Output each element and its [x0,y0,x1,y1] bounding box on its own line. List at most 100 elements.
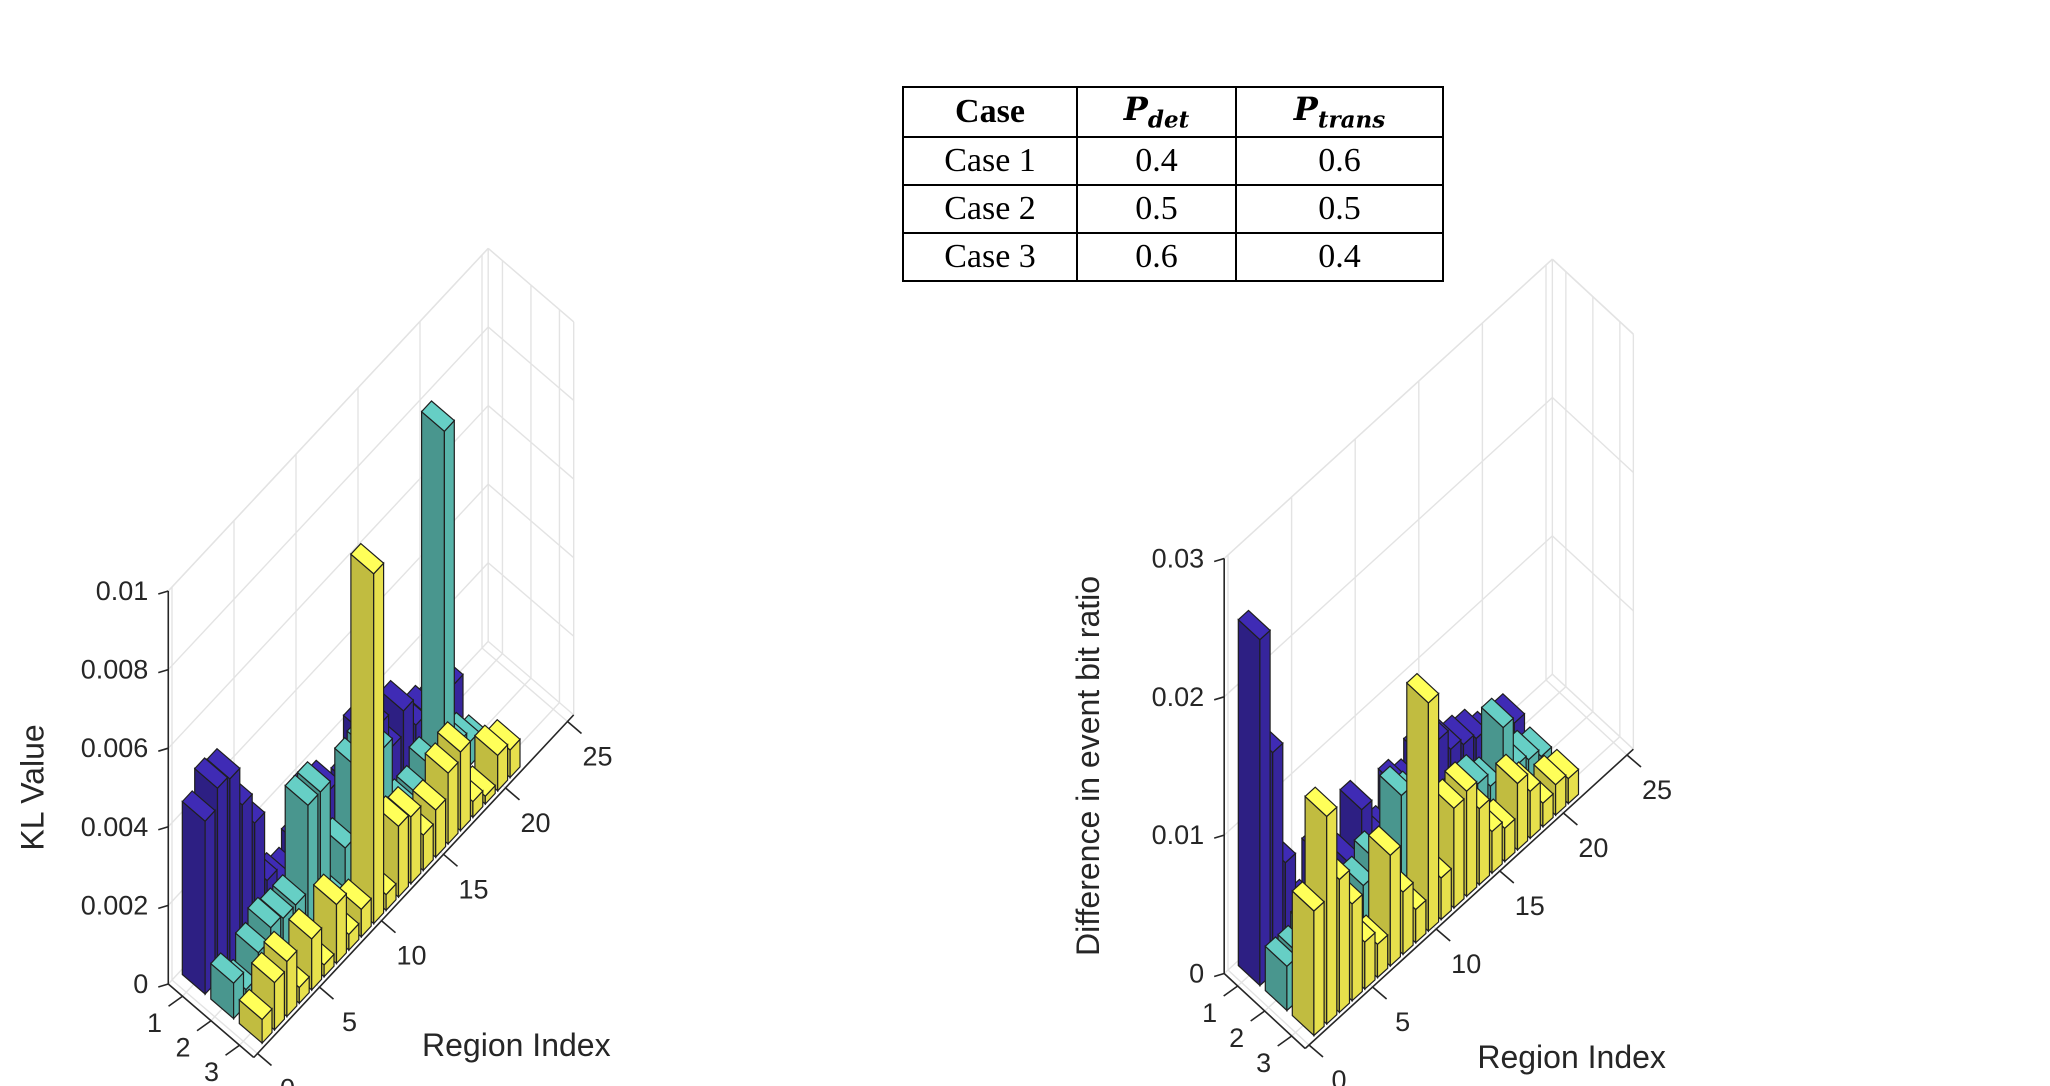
case-tick-mark [1223,985,1239,997]
row-case: Case 1 [902,136,1078,186]
z-gridline [487,326,575,401]
header-ptrans-sub: trans [1317,106,1386,134]
case-tick-label: 2 [176,1033,191,1063]
row-case: Case 2 [902,184,1078,234]
z-tick-label: 0 [133,969,148,999]
z-tick-label: 0.02 [1152,682,1205,712]
bar-top-face [1304,786,1338,818]
z-tick-label: 0.002 [81,890,149,920]
z-gridline [487,483,575,559]
z-tick-mark [1213,696,1225,701]
case-tick-mark [168,995,183,1007]
bar-case3-region2 [250,951,286,1032]
case-tick-mark [1277,1035,1293,1047]
region-tick-label: 15 [458,874,488,904]
bar-front-face [410,804,422,886]
bar-top-face [1339,779,1373,811]
bar-top-face [271,873,307,906]
case-tick-mark [225,1044,240,1056]
case-tick-mark [196,1020,212,1032]
z-tick-mark [1213,557,1225,563]
bar-top-face [296,760,332,793]
bar-front-face [1516,772,1529,852]
region-tick-label: 20 [1578,833,1608,863]
region-tick-mark [1372,986,1388,1000]
box-edge [487,247,575,323]
bar-top-face [420,400,456,433]
bar-front-face [1326,805,1338,1026]
region-tick-label: 0 [1331,1065,1346,1086]
region-axis-label: Region Index [422,1027,611,1063]
bar-top-face [474,724,509,757]
header-pdet-sub: det [1147,106,1190,134]
row-pdet: 0.4 [1076,136,1237,186]
z-tick-mark [158,904,169,910]
case-tick-label: 3 [204,1057,219,1086]
bar-top-face [1495,753,1529,785]
z-tick-label: 0.004 [81,812,149,842]
bar-side-face [350,552,375,925]
bar-case3-region10 [1405,672,1440,933]
region-tick-mark [1562,812,1578,826]
bar-front-face [1389,844,1402,968]
z-tick-label: 0.01 [1152,820,1205,850]
z-gridline [1551,535,1634,612]
z-axis-label: KL Value [14,724,50,850]
z-gridline [167,326,489,671]
header-ptrans: Ptrans [1235,86,1444,138]
bar-front-face [1427,692,1440,933]
region-tick-mark [1499,870,1515,884]
bar-front-face [1453,797,1465,910]
header-pdet-main: P [1123,90,1148,129]
region-tick-label: 25 [582,742,612,772]
bar-top-face [284,774,319,807]
bar-top-face [193,757,229,790]
bar-case3-region10 [350,542,385,926]
row-case: Case 3 [902,232,1078,282]
bar-case3-region1 [238,988,273,1045]
bar-top-face [1444,761,1478,793]
header-case: Case [902,86,1078,138]
bar-front-face [1465,780,1478,898]
bar-side-face [181,800,206,996]
row-ptrans: 0.6 [1235,136,1444,186]
z-tick-label: 0.03 [1152,543,1205,573]
z-tick-label: 0.01 [96,576,149,606]
bar-top-face [1480,697,1515,729]
case-tick-label: 1 [1202,998,1217,1028]
row-pdet: 0.5 [1076,184,1237,234]
bar-top-face [247,896,282,929]
bar-side-face [1237,618,1261,987]
case-tick-mark [1250,1010,1266,1022]
z-tick-label: 0.006 [81,733,149,763]
bar-top-face [424,742,459,774]
bar-front-face [1338,868,1351,1014]
row-pdet: 0.6 [1076,232,1237,282]
bar-top-face [312,873,348,906]
header-ptrans-main: P [1293,90,1318,129]
box-edge [1223,258,1553,559]
bar-front-face [216,776,228,983]
bar-case1-region1 [1237,609,1271,987]
bar-case2-region18 [420,400,456,795]
z-tick-label: 0 [1189,958,1204,988]
bar-case1-region1 [181,790,216,996]
box-edge [1551,258,1634,335]
bar-top-face [350,542,385,575]
region-tick-mark [1626,754,1642,768]
bar-case3-region20 [474,724,509,793]
region-tick-mark [566,720,583,735]
bar-top-face [263,930,298,963]
z-axis-label: Difference in event bit ratio [1070,576,1106,956]
region-tick-label: 10 [396,941,426,971]
bar-top-face [1367,825,1402,857]
bar-top-face [250,951,286,984]
table-row: Case 3 0.6 0.4 [902,232,1444,282]
bar-case3-region1 [1291,880,1325,1037]
region-tick-mark [1435,928,1451,942]
region-tick-mark [318,986,335,1000]
bar-front-face [1351,893,1363,1003]
z-tick-mark [158,826,169,831]
right-bit-ratio-plot: 0 0.01 0.02 0.03 0 5 10 15 20 25 123 Difference in … [1070,258,1672,1086]
bar-top-face [387,785,422,818]
